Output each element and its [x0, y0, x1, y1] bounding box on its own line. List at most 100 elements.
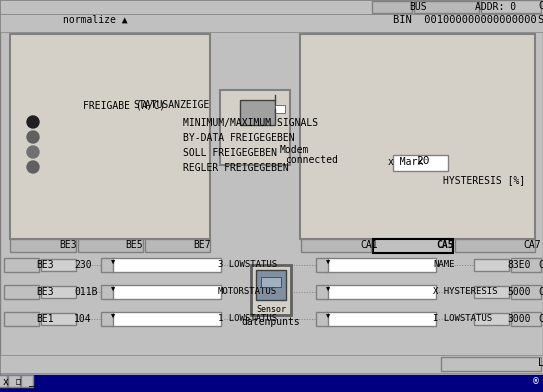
Text: BE3: BE3	[36, 287, 54, 297]
Text: 104: 104	[74, 314, 92, 324]
Bar	[316, 258, 328, 272]
Text: _: _	[29, 377, 35, 387]
Text: I LOWSTATUS: I LOWSTATUS	[433, 314, 492, 323]
Bar	[373, 239, 453, 253]
Text: CA3: CA3	[538, 260, 543, 270]
Bar	[111, 312, 221, 326]
Bar	[220, 90, 290, 165]
Bar	[316, 285, 328, 299]
Text: FREIGABE (A/C): FREIGABE (A/C)	[83, 100, 165, 110]
Text: BE3: BE3	[36, 260, 54, 270]
Bar	[21, 375, 33, 387]
Bar	[300, 34, 535, 239]
Bar	[511, 312, 541, 326]
Bar	[4, 285, 39, 299]
Bar	[326, 312, 436, 326]
Text: 3000: 3000	[507, 314, 531, 324]
Bar	[41, 286, 76, 298]
Text: 230: 230	[74, 260, 92, 270]
Bar	[111, 285, 221, 299]
Text: connected: connected	[285, 155, 338, 165]
Text: 20: 20	[416, 156, 430, 166]
Text: CYCLE: CYCLE	[538, 1, 543, 11]
Text: ADDR: 0: ADDR: 0	[475, 2, 516, 12]
Text: REGLER FREIGEGEBEN: REGLER FREIGEGEBEN	[183, 163, 289, 173]
Text: HYSTERESIS [%]: HYSTERESIS [%]	[443, 175, 525, 185]
Bar	[316, 312, 328, 326]
Bar	[111, 258, 221, 272]
Bar	[511, 258, 541, 272]
Bar	[10, 34, 210, 239]
Text: MOTORSTATUS: MOTORSTATUS	[218, 287, 277, 296]
Text: ▼: ▼	[111, 314, 115, 320]
Text: BE5: BE5	[125, 240, 143, 250]
Bar	[101, 285, 113, 299]
Bar	[511, 285, 541, 299]
Text: 011B: 011B	[74, 287, 98, 297]
Bar	[251, 265, 291, 315]
Text: BY-DATA FREIGEGEBEN: BY-DATA FREIGEGEBEN	[183, 133, 295, 143]
Text: SOLL FREIGEGEBEN: SOLL FREIGEGEBEN	[183, 148, 277, 158]
Bar	[474, 286, 509, 298]
Bar	[256, 270, 286, 300]
Bar	[326, 258, 436, 272]
Bar	[301, 239, 371, 252]
Bar	[8, 375, 20, 387]
Text: 3 LOWSTATUS: 3 LOWSTATUS	[218, 260, 277, 269]
Text: BIN  001000000000000000: BIN 001000000000000000	[393, 15, 536, 25]
Bar	[101, 312, 113, 326]
Text: NAME: NAME	[433, 260, 454, 269]
Text: X HYSTERESIS: X HYSTERESIS	[433, 287, 497, 296]
Bar	[4, 312, 39, 326]
Text: ▼: ▼	[326, 260, 330, 266]
Text: CA5: CA5	[436, 240, 453, 250]
Text: Layer  Count  2: Layer Count 2	[538, 358, 543, 368]
Bar	[0, 375, 543, 392]
Text: ▼: ▼	[111, 260, 115, 266]
Bar	[326, 285, 436, 299]
Bar	[101, 258, 113, 272]
Bar	[10, 239, 76, 252]
Bar	[474, 259, 509, 271]
Bar	[240, 100, 275, 125]
Text: MINIMUM/MAXIMUM SIGNALS: MINIMUM/MAXIMUM SIGNALS	[183, 118, 318, 128]
Circle shape	[27, 116, 39, 128]
Text: BUS: BUS	[409, 2, 427, 12]
Bar	[41, 259, 76, 271]
Bar	[393, 155, 448, 171]
Text: normalize ▲: normalize ▲	[63, 15, 128, 25]
Text: BE3: BE3	[59, 240, 77, 250]
Bar	[441, 357, 541, 371]
Bar	[372, 1, 412, 13]
Text: 1 LOWSTATUS: 1 LOWSTATUS	[218, 314, 277, 323]
Bar	[0, 355, 543, 373]
Text: Sensor: Sensor	[256, 305, 286, 314]
Bar	[481, 0, 541, 13]
Text: CA5: CA5	[538, 287, 543, 297]
Text: □: □	[16, 377, 21, 386]
Bar	[455, 239, 535, 252]
Text: ® BUSDIAGNOSE - MONITOR: ® BUSDIAGNOSE - MONITOR	[533, 376, 543, 386]
Bar	[414, 1, 479, 13]
Text: x: x	[3, 377, 9, 387]
Bar	[0, 375, 7, 387]
Text: CA7: CA7	[538, 314, 543, 324]
Text: STATUSANZEIGE: STATUSANZEIGE	[133, 100, 210, 110]
Circle shape	[27, 146, 39, 158]
Text: ▼: ▼	[326, 287, 330, 293]
Text: ▼: ▼	[326, 314, 330, 320]
Circle shape	[27, 161, 39, 173]
Bar	[78, 239, 143, 252]
Bar	[41, 313, 76, 325]
Bar	[4, 258, 39, 272]
Text: datenpunts: datenpunts	[242, 317, 300, 327]
Text: SAE 583: SAE 583	[538, 15, 543, 25]
Text: Modem: Modem	[280, 145, 310, 155]
Text: CA1: CA1	[360, 240, 377, 250]
Bar	[261, 277, 281, 287]
Text: CA7: CA7	[523, 240, 541, 250]
Bar	[145, 239, 210, 252]
Text: BE7: BE7	[193, 240, 211, 250]
Text: 5000: 5000	[507, 287, 531, 297]
Bar	[0, 0, 543, 14]
